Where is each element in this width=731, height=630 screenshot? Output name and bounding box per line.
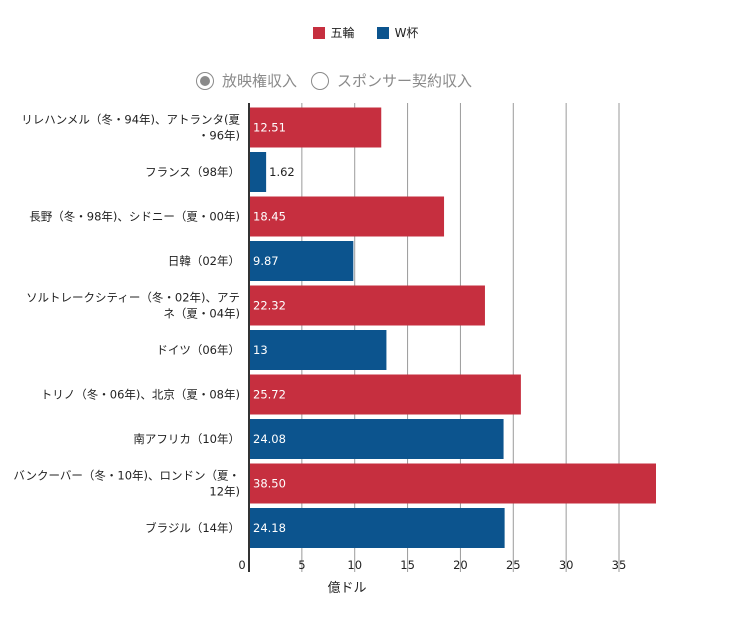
x-tick-label: 25 xyxy=(506,558,521,572)
radio-broadcast-rights[interactable]: 放映権収入 xyxy=(196,70,297,91)
category-label: リレハンメル（冬・94年)、アトランタ(夏 xyxy=(21,113,240,127)
category-label: ドイツ（06年） xyxy=(156,343,240,357)
bar[interactable] xyxy=(249,419,504,459)
category-label: 日韓（02年） xyxy=(168,254,240,268)
radio-label-broadcast-rights: 放映権収入 xyxy=(222,72,298,90)
bar[interactable] xyxy=(249,330,387,370)
category-labels: リレハンメル（冬・94年)、アトランタ(夏・96年) フランス（98年） 長野（冬・… xyxy=(13,113,240,536)
data-label: 38.50 xyxy=(253,477,286,491)
category-label: 長野（冬・98年)、シドニー（夏・00年) xyxy=(29,210,240,224)
bar[interactable] xyxy=(249,508,505,548)
x-tick-label: 10 xyxy=(347,558,362,572)
data-label: 24.18 xyxy=(253,521,286,535)
category-label: 12年) xyxy=(209,485,240,499)
legend-label-worldcup: W杯 xyxy=(394,26,419,40)
x-tick-label: 35 xyxy=(612,558,627,572)
chart-legend: 五輪 W杯 xyxy=(0,24,731,41)
x-axis-ticks: 0 5 10 15 20 25 30 35 xyxy=(238,558,626,572)
bar[interactable] xyxy=(249,152,267,192)
category-label: トリノ（冬・06年)、北京（夏・08年) xyxy=(41,388,240,402)
data-label: 1.62 xyxy=(269,165,295,179)
category-label: 南アフリカ（10年） xyxy=(133,432,240,446)
category-label: ネ（夏・04年) xyxy=(163,307,240,321)
legend-item-olympics[interactable]: 五輪 xyxy=(312,24,355,41)
bar[interactable] xyxy=(249,241,354,281)
data-label: 13 xyxy=(253,343,268,357)
category-label: フランス（98年） xyxy=(145,165,240,179)
bar[interactable] xyxy=(249,196,445,237)
legend-item-worldcup[interactable]: W杯 xyxy=(376,24,419,41)
radio-circle-selected xyxy=(196,71,214,90)
data-label: 24.08 xyxy=(253,432,286,446)
radio-dot xyxy=(200,75,210,86)
legend-label-olympics: 五輪 xyxy=(330,26,355,40)
bar[interactable] xyxy=(249,463,656,504)
radio-sponsorship[interactable]: スポンサー契約収入 xyxy=(311,70,472,91)
bar[interactable] xyxy=(249,374,521,415)
bar[interactable] xyxy=(249,107,382,148)
x-tick-label: 0 xyxy=(238,558,245,572)
x-tick-label: 5 xyxy=(298,558,305,572)
category-label: バンクーバー（冬・10年)、ロンドン（夏・ xyxy=(13,469,240,483)
radio-label-sponsorship: スポンサー契約収入 xyxy=(337,72,473,90)
data-label: 12.51 xyxy=(253,121,286,135)
revenue-type-toggle: 放映権収入 スポンサー契約収入 xyxy=(196,70,472,91)
data-label: 22.32 xyxy=(253,299,286,313)
legend-swatch-olympics xyxy=(312,26,325,39)
bar[interactable] xyxy=(249,285,485,326)
x-tick-label: 30 xyxy=(559,558,574,572)
data-label: 9.87 xyxy=(253,254,279,268)
category-label: ・96年) xyxy=(198,129,240,143)
legend-swatch-worldcup xyxy=(376,26,389,39)
x-tick-label: 20 xyxy=(453,558,468,572)
category-label: ソルトレークシティー（冬・02年)、アテ xyxy=(26,291,240,305)
radio-circle-unselected xyxy=(311,71,330,90)
bars: 12.51 1.62 18.45 9.87 22.32 13 25.72 24.08 38.50… xyxy=(249,107,656,548)
data-label: 25.72 xyxy=(253,388,286,402)
x-axis-title: 億ドル xyxy=(327,580,366,596)
x-tick-label: 15 xyxy=(400,558,415,572)
category-label: ブラジル（14年） xyxy=(145,521,240,535)
data-label: 18.45 xyxy=(253,210,286,224)
